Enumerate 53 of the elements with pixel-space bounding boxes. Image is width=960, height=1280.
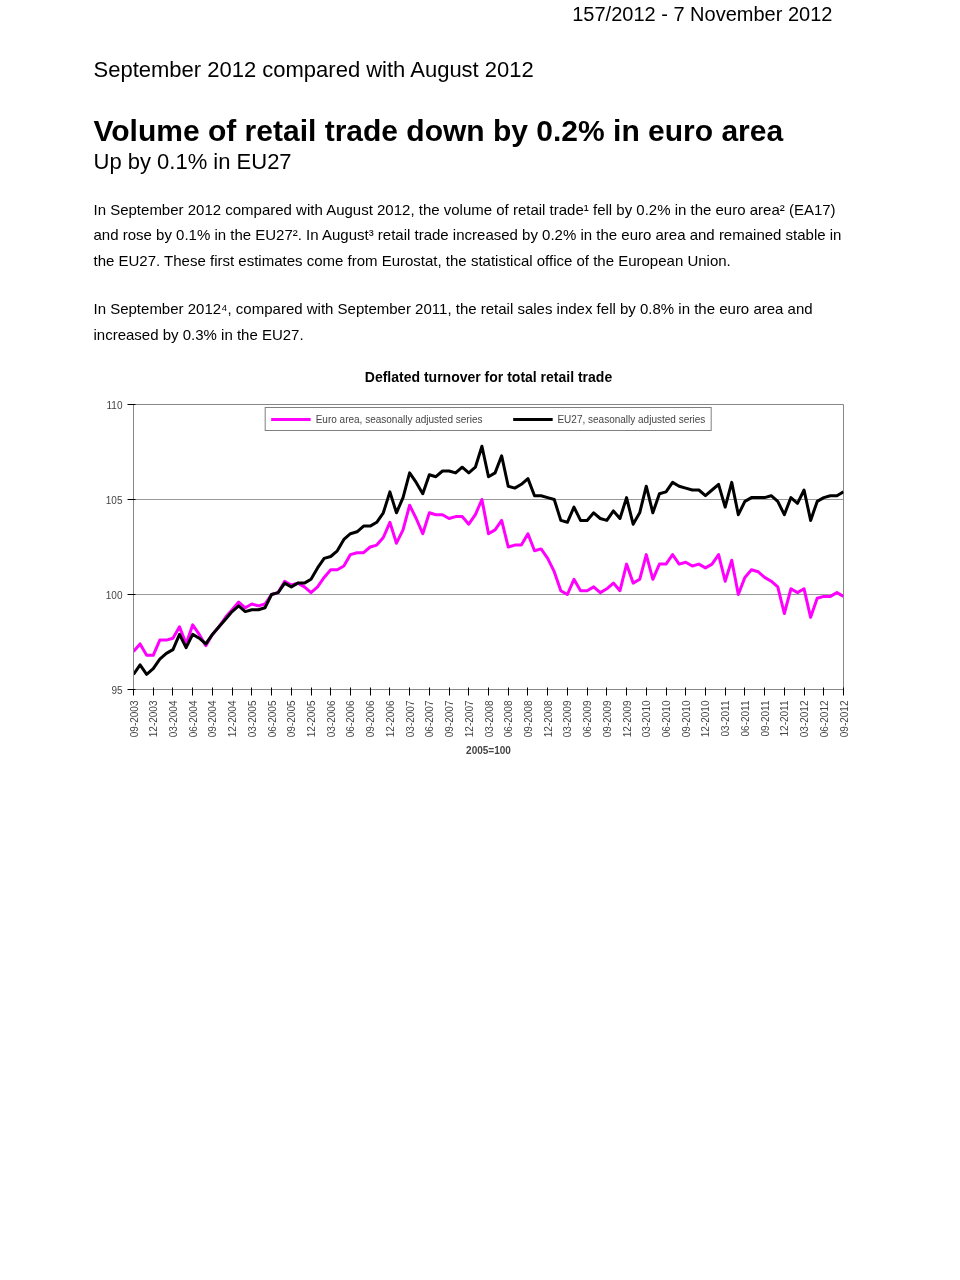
x-tick-label: 06-2004 <box>187 700 199 738</box>
line-series <box>133 444 844 676</box>
x-tick-label: 09-2011 <box>759 700 771 737</box>
text: In September 2012 compared with August 2012, the volume of retail trade¹ fell by 0.2% in the euro area² (EA17) and rose by 0.1% in the EU27². In August³ retail trade increased by 0.2% in the euro area and remained stable in the EU27. These first estimates come from Eurostat, the statistical office of the European Union. <box>93 200 842 269</box>
x-tick-label: 12-2009 <box>621 700 633 738</box>
x-tick-label: 03-2008 <box>483 700 495 738</box>
x-tick-label: 06-2012 <box>818 700 830 738</box>
x-tick-label: 06-2008 <box>503 700 515 738</box>
x-tick-label: 12-2010 <box>700 700 712 738</box>
text: Up by 0.1% in EU27 <box>93 148 292 174</box>
x-tick-label: 06-2011 <box>739 700 751 737</box>
x-tick-label: 12-2006 <box>384 700 396 738</box>
x-tick-label: 03-2005 <box>246 700 258 738</box>
x-tick-label: 03-2006 <box>325 700 337 738</box>
x-tick-label: 09-2008 <box>522 700 534 738</box>
x-tick-label: 06-2005 <box>266 700 278 738</box>
line-series <box>133 498 844 657</box>
x-tick-label: 09-2007 <box>444 700 456 738</box>
x-tick-label: 09-2004 <box>207 700 219 738</box>
x-tick-label: 12-2003 <box>148 700 160 738</box>
text: 157/2012 - 7 November 2012 <box>572 2 833 25</box>
x-tick-label: 06-2009 <box>582 700 594 738</box>
x-tick-label: 09-2009 <box>601 700 613 738</box>
text: September 2012 compared with August 2012 <box>93 56 534 82</box>
x-tick-label: 03-2010 <box>641 700 653 738</box>
x-tick-label: 12-2011 <box>779 700 791 737</box>
text: Volume of retail trade down by 0.2% in euro area <box>93 113 784 147</box>
x-tick-label: 06-2006 <box>345 700 357 738</box>
x-tick-label: 09-2010 <box>680 700 692 738</box>
x-tick-label: 09-2003 <box>128 700 140 738</box>
y-tick-label: 105 <box>105 494 123 506</box>
x-tick-label: 03-2007 <box>404 700 416 738</box>
x-tick-label: 12-2005 <box>306 700 317 738</box>
x-tick-label: 06-2007 <box>424 700 436 738</box>
chart-title: Deflated turnover for total retail trade <box>364 368 613 385</box>
x-tick-label: 12-2008 <box>542 700 554 738</box>
x-axis-title: 2005=100 <box>466 745 512 757</box>
x-tick-label: 03-2004 <box>167 700 179 738</box>
text: In September 2012⁴, compared with September 2011, the retail sales index fell by 0.8% in the euro area and increased by 0.3% in the EU27. <box>93 300 813 343</box>
x-tick-label: 06-2010 <box>661 700 672 738</box>
legend-label: EU27, seasonally adjusted series <box>557 413 706 425</box>
y-tick-label: 100 <box>105 589 123 601</box>
x-tick-label: 03-2011 <box>720 700 732 737</box>
y-tick-label: 110 <box>106 399 123 411</box>
x-tick-label: 09-2006 <box>365 700 377 738</box>
x-tick-label: 09-2012 <box>838 700 850 738</box>
y-tick-label: 95 <box>111 684 123 696</box>
x-tick-label: 03-2009 <box>562 700 574 738</box>
legend-label: Euro area, seasonally adjusted series <box>315 413 483 425</box>
x-tick-label: 12-2007 <box>463 700 475 738</box>
x-tick-label: 12-2004 <box>227 700 239 738</box>
x-tick-label: 03-2012 <box>799 700 811 738</box>
x-tick-label: 09-2005 <box>286 700 298 738</box>
